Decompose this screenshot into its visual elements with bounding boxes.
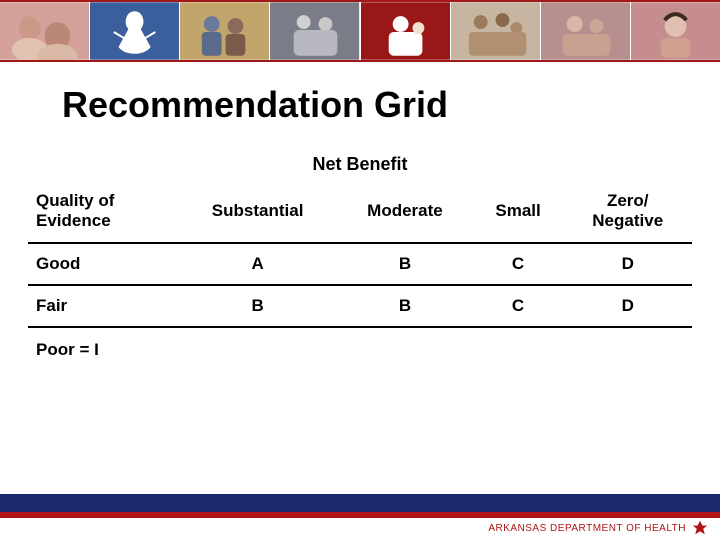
cell-good-substantial: A	[178, 243, 337, 285]
banner-tile-7	[541, 2, 631, 60]
cell-good-zero: D	[563, 243, 692, 285]
banner-tile-6	[451, 2, 541, 60]
col-small: Small	[473, 181, 564, 243]
banner-tile-1	[0, 2, 90, 60]
slide-footer: ARKANSAS DEPARTMENT OF HEALTH	[0, 494, 720, 540]
cell-good-moderate: B	[337, 243, 472, 285]
grid-table: Quality ofEvidence Substantial Moderate …	[28, 181, 692, 328]
net-benefit-heading: Net Benefit	[0, 154, 720, 175]
slide-title: Recommendation Grid	[62, 84, 720, 126]
col-zero-negative-text: Zero/Negative	[592, 191, 663, 231]
quality-of-evidence-label: Quality ofEvidence	[36, 191, 114, 230]
table-header-row: Quality ofEvidence Substantial Moderate …	[28, 181, 692, 243]
footer-brand: ARKANSAS DEPARTMENT OF HEALTH	[488, 520, 708, 536]
row-label-good: Good	[28, 243, 178, 285]
banner-tile-3	[180, 2, 270, 60]
poor-equals-i: Poor = I	[0, 328, 720, 360]
banner-tile-4	[270, 2, 360, 60]
banner-tile-5	[361, 2, 451, 60]
banner-tile-8	[631, 2, 720, 60]
header-photo-banner	[0, 0, 720, 62]
cell-good-small: C	[473, 243, 564, 285]
row-header-label: Quality ofEvidence	[28, 181, 178, 243]
footer-brand-text: ARKANSAS DEPARTMENT OF HEALTH	[488, 523, 686, 534]
banner-tile-2	[90, 2, 180, 60]
cell-fair-zero: D	[563, 285, 692, 327]
col-substantial: Substantial	[178, 181, 337, 243]
table-row-fair: Fair B B C D	[28, 285, 692, 327]
col-zero-negative: Zero/Negative	[563, 181, 692, 243]
cell-fair-substantial: B	[178, 285, 337, 327]
table-row-good: Good A B C D	[28, 243, 692, 285]
cell-fair-small: C	[473, 285, 564, 327]
footer-bar-blue	[0, 494, 720, 512]
row-label-fair: Fair	[28, 285, 178, 327]
health-dept-logo-icon	[692, 520, 708, 536]
recommendation-grid: Quality ofEvidence Substantial Moderate …	[0, 181, 720, 328]
footer-bar-red	[0, 512, 720, 518]
cell-fair-moderate: B	[337, 285, 472, 327]
col-moderate: Moderate	[337, 181, 472, 243]
